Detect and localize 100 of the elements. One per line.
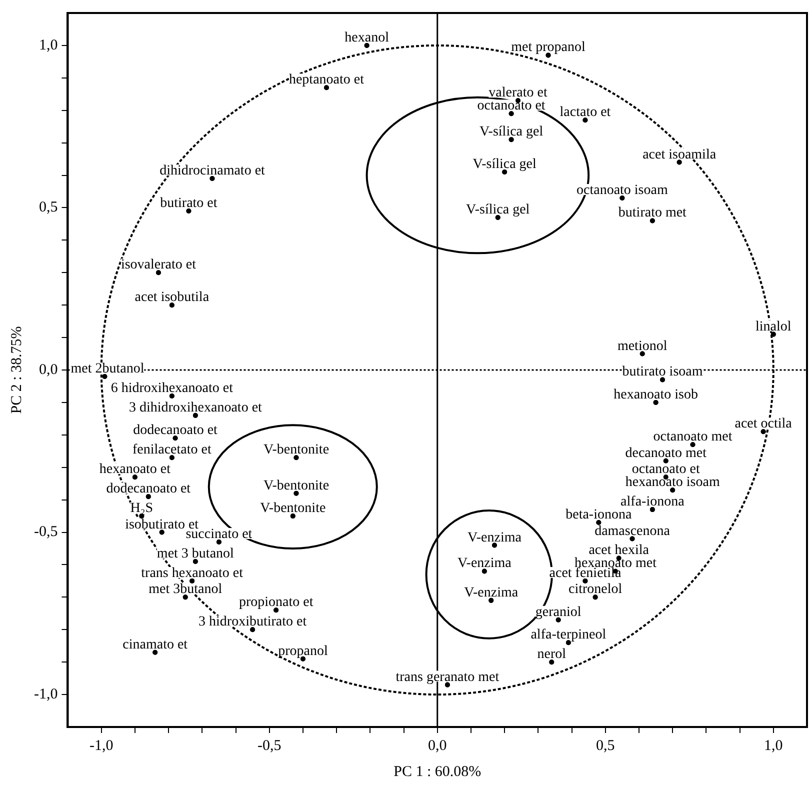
annotation: linalol [756,319,792,334]
annotation: 3 hidroxibutirato et [198,614,307,630]
point [495,214,500,220]
annotation: cinamato et [122,637,188,652]
point [488,598,494,603]
annotation: 3 dihidroxihexanoato et [128,400,262,416]
point [146,494,151,500]
annotation: V-enzima [468,530,522,546]
annotation: 6 hidroxihexanoato et [110,380,234,396]
point [770,332,776,337]
point [630,536,635,542]
point [159,530,164,535]
annotation: octanoato met [653,430,732,445]
annotation: hexanoato isoam [625,475,720,490]
point [102,374,108,379]
annotation: isovalerato et [120,258,196,273]
point [192,558,198,564]
x-axis-title: PC 1 : 60.08% [394,764,482,780]
annotation: met 3 butanol [156,546,234,562]
point [172,436,178,441]
point [169,455,174,460]
point [760,429,766,434]
point [294,490,299,496]
point [210,176,215,182]
point [650,218,655,224]
annotation: butirato isoam [622,364,703,380]
annotation: V-enzima [457,556,512,572]
y-axis-title: PC 2 : 38.75% [8,326,25,414]
annotation: fenilacetato et [132,442,212,458]
annotation: met 3butanol [148,582,222,598]
annotation: succinato et [186,527,252,542]
annotation: propionato et [238,595,314,610]
annotation: acet isoamila [642,147,717,162]
point [690,442,696,448]
point [192,412,198,418]
point [250,627,256,632]
annotation: beta-ionona [566,508,632,523]
point [670,488,676,493]
annotation: damascenona [594,524,671,539]
x-tick-label: -1,0 [89,738,114,754]
point [640,351,645,356]
annotation: octanoato isoam [576,182,668,198]
annotation: hexanoato et [99,462,171,478]
annotation: nerol [537,647,566,662]
annotation: dodecanoato et [133,423,218,438]
point [482,568,487,574]
point [364,42,370,48]
point [582,578,588,584]
annotation: hexanoato isob [614,387,698,402]
point [186,208,192,214]
point [169,302,174,308]
point [549,660,554,665]
annotation: lactato et [560,105,611,120]
annotation: octanoato et [632,462,700,478]
point [132,474,138,480]
point [492,542,497,548]
y-tick-label: -0,5 [34,524,58,540]
annotation: met 2butanol [70,361,144,376]
point [182,594,188,600]
annotation: V-bentonite [263,442,330,458]
annotation: acet isobutila [134,290,210,306]
x-tick-label: 0,5 [596,738,615,754]
annotation: heptanoato et [288,72,364,88]
annotation: V-enzima [464,585,519,600]
annotation: hexanol [344,30,390,46]
annotation: V-sílica gel [466,202,530,218]
point [508,111,514,116]
point [169,393,174,398]
annotation: acet octila [734,416,793,432]
annotation: met propanol [511,40,586,56]
point [582,118,588,123]
annotation: trans hexanoato et [141,566,244,581]
annotation: octanoato et [477,98,546,114]
annotation: dihidrocinamato et [160,164,266,179]
x-tick-label: 0,0 [428,738,447,754]
y-tick-label: -1,0 [34,686,58,702]
annotation: metionol [617,338,668,354]
point [156,270,161,276]
point [663,458,668,464]
y-tick-label: 0,5 [38,200,58,216]
annotation: geraniol [535,604,582,620]
annotation: acet hexila [588,543,650,558]
point [653,400,658,405]
annotation: valerato et [488,86,548,101]
y-tick-label: 0,0 [38,362,58,378]
x-tick-label: 1,0 [764,738,783,754]
x-tick-label: -0,5 [257,738,282,754]
point [620,195,625,200]
point [152,650,158,655]
annotation: butirato met [618,206,687,221]
point [216,540,222,545]
point [290,514,296,519]
annotation: H₂S [130,501,154,516]
point [502,170,508,175]
point [294,455,299,460]
annotation: alfa-terpineol [530,628,606,643]
annotation: alfa-ionona [620,494,686,510]
annotation: decanoato met [625,446,707,461]
annotation: V-bentonite [263,478,330,494]
point [660,377,666,382]
